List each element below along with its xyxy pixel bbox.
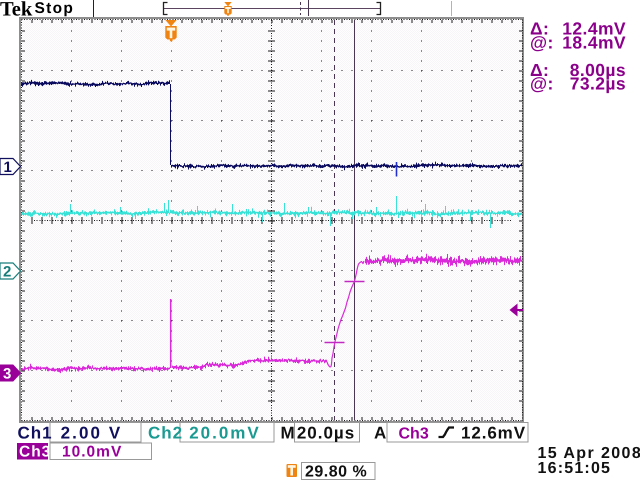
svg-text:10.0mV: 10.0mV xyxy=(62,444,122,461)
svg-text:1: 1 xyxy=(4,159,12,176)
svg-text:20.0mV: 20.0mV xyxy=(189,424,261,443)
svg-text:18.4mV: 18.4mV xyxy=(562,33,626,53)
svg-text:M: M xyxy=(281,424,296,443)
svg-text:Δ:: Δ: xyxy=(530,19,549,39)
svg-text:Ch3: Ch3 xyxy=(399,426,429,443)
svg-text:16:51:05: 16:51:05 xyxy=(538,460,612,477)
svg-text:12.6mV: 12.6mV xyxy=(461,424,526,443)
svg-text:2.00 V: 2.00 V xyxy=(61,424,123,443)
svg-text:20.0µs: 20.0µs xyxy=(297,424,355,443)
svg-text:Tek: Tek xyxy=(0,0,33,21)
svg-text:@:: @: xyxy=(530,33,554,53)
svg-text:Stop: Stop xyxy=(35,0,75,17)
svg-text:3: 3 xyxy=(3,366,11,383)
svg-text:29.80 %: 29.80 % xyxy=(305,464,367,480)
svg-text:Ch1: Ch1 xyxy=(18,424,53,443)
svg-text:8.00µs: 8.00µs xyxy=(570,60,626,80)
svg-text:15 Apr 2008: 15 Apr 2008 xyxy=(538,445,640,462)
svg-text:12.4mV: 12.4mV xyxy=(562,19,626,39)
svg-text:Ch3: Ch3 xyxy=(19,444,51,461)
svg-text:A: A xyxy=(374,424,387,443)
svg-text:2: 2 xyxy=(3,264,11,281)
svg-text:@:: @: xyxy=(530,74,554,94)
svg-text:73.2µs: 73.2µs xyxy=(570,74,626,94)
svg-text:Δ:: Δ: xyxy=(530,60,549,80)
svg-text:Ch2: Ch2 xyxy=(148,424,183,443)
